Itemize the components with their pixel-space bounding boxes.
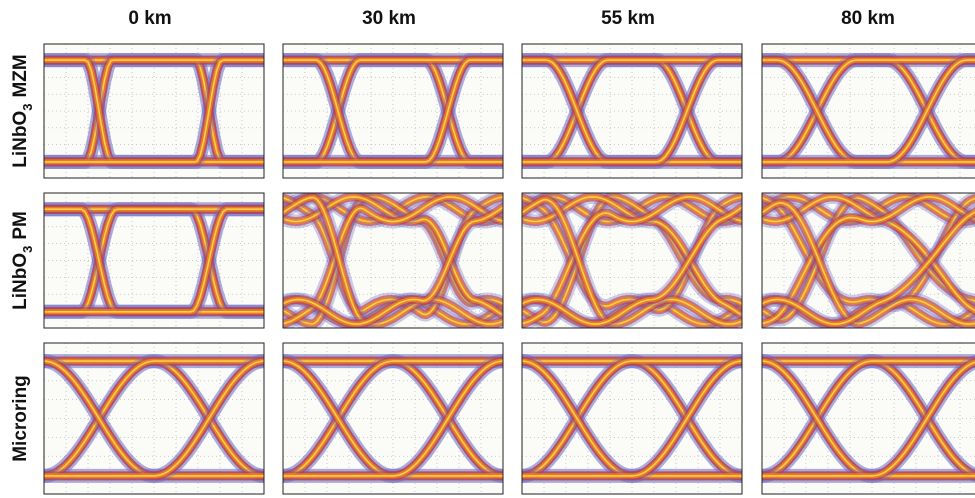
row-label: LiNbO3 PM (10, 211, 35, 310)
trace (762, 360, 975, 477)
trace (762, 196, 975, 312)
panel-border (761, 342, 975, 495)
column-header: 55 km (601, 8, 655, 29)
eye (283, 193, 503, 328)
eye (522, 44, 742, 178)
panel-border (521, 43, 743, 179)
panel-border (43, 43, 265, 179)
eye (44, 193, 264, 328)
row-label-suffix: PM (10, 211, 31, 240)
trace (762, 196, 975, 325)
panel-border (43, 342, 265, 495)
row-label-suffix: MZM (10, 54, 31, 97)
trace (522, 360, 742, 477)
trace (283, 360, 503, 477)
trace (44, 208, 264, 313)
panel-bg (762, 343, 975, 494)
trace (283, 196, 503, 317)
trace (522, 196, 742, 317)
trace (522, 59, 742, 163)
trace (44, 59, 264, 163)
eye (762, 343, 975, 494)
trace (283, 59, 503, 163)
trace (283, 196, 503, 325)
eye (522, 343, 742, 494)
eye (44, 343, 264, 494)
panel-border (282, 43, 504, 179)
row-label-sub: 3 (20, 246, 35, 253)
eye (44, 44, 264, 178)
row-label: LiNbO3 MZM (10, 54, 35, 168)
trace (522, 196, 742, 325)
row-label: Microring (10, 375, 31, 462)
row-label-main: LiNbO (10, 253, 31, 310)
trace (44, 360, 264, 477)
panel-border (43, 192, 265, 329)
eye (283, 44, 503, 178)
column-header: 0 km (128, 8, 171, 29)
trace (44, 360, 264, 477)
panel-border (761, 43, 975, 179)
panel-border (282, 342, 504, 495)
trace (283, 360, 503, 477)
panel-border (521, 192, 743, 329)
eye (283, 343, 503, 494)
trace (762, 361, 975, 477)
row-label-main: Microring (10, 375, 31, 462)
trace (522, 198, 742, 325)
panel-border (521, 342, 743, 495)
trace (762, 202, 975, 325)
trace (283, 206, 503, 325)
panel-border (761, 192, 975, 329)
column-header: 80 km (841, 8, 895, 29)
eye (762, 193, 975, 328)
row-label-main: LiNbO (10, 111, 31, 168)
trace (283, 196, 503, 325)
panel-bg (762, 44, 975, 178)
row-label-sub: 3 (20, 104, 35, 111)
eye (522, 193, 742, 328)
column-header: 30 km (362, 8, 416, 29)
trace (762, 59, 975, 163)
trace (522, 360, 742, 477)
trace (522, 206, 742, 325)
trace (762, 211, 975, 325)
eye (762, 44, 975, 178)
panel-border (282, 192, 504, 329)
